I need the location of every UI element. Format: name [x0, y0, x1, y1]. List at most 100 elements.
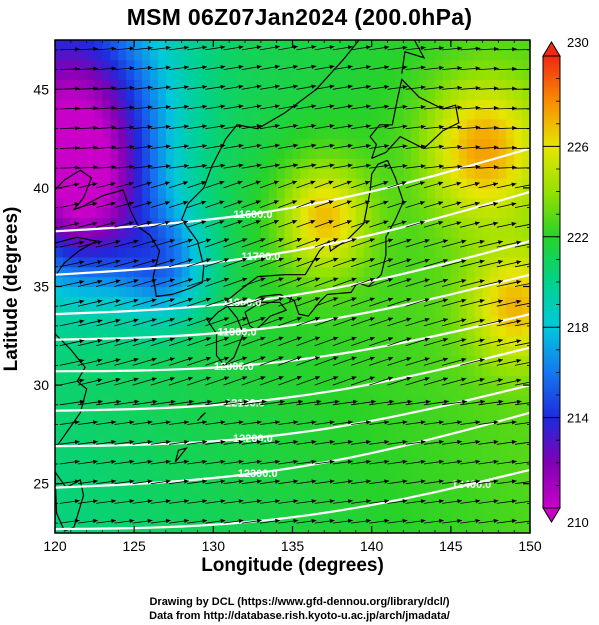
wind-arrowhead: [443, 278, 448, 283]
heat-cell: [268, 148, 278, 159]
heat-cell: [268, 266, 278, 278]
heat-cell: [387, 523, 397, 533]
heat-cell: [450, 217, 460, 228]
heat-cell: [522, 385, 530, 396]
heat-cell: [450, 444, 460, 455]
heat-cell: [268, 187, 278, 199]
heat-cell: [340, 316, 349, 327]
wind-arrowhead: [493, 105, 499, 111]
heat-cell: [237, 256, 246, 268]
wind-arrowhead: [347, 45, 353, 50]
heat-cell: [78, 286, 88, 297]
heat-cell: [237, 355, 246, 366]
heat-cell: [86, 168, 96, 179]
heat-cell: [229, 513, 238, 524]
heat-cell: [340, 355, 349, 366]
wind-vector: [514, 520, 530, 524]
heat-cell: [229, 178, 238, 189]
wind-arrowhead: [116, 399, 121, 405]
heat-cell: [308, 89, 317, 100]
heat-cell: [324, 128, 333, 140]
heat-cell: [276, 69, 286, 81]
heat-cell: [237, 286, 246, 297]
heat-cell: [221, 59, 230, 71]
heat-cell: [442, 79, 452, 90]
wind-arrowhead: [402, 499, 408, 504]
heat-cell: [442, 118, 452, 130]
wind-arrowhead: [296, 316, 302, 321]
heat-cell: [157, 138, 167, 150]
heat-cell: [316, 414, 325, 426]
heat-cell: [490, 79, 499, 90]
heat-cell: [102, 434, 112, 445]
heat-cell: [102, 375, 112, 386]
heat-cell: [411, 158, 420, 169]
wind-arrowhead: [351, 336, 357, 341]
heat-cell: [181, 365, 191, 376]
heat-cell: [102, 247, 112, 258]
heat-cell: [466, 335, 476, 347]
wind-arrowhead: [351, 257, 357, 262]
heat-cell: [458, 227, 468, 238]
heat-cell: [55, 227, 64, 238]
heat-cell: [347, 335, 357, 347]
heat-cell: [276, 266, 286, 278]
heat-cell: [62, 266, 72, 278]
heat-cell: [300, 217, 309, 228]
heat-cell: [197, 394, 207, 406]
heat-cell: [427, 424, 436, 435]
wind-arrowhead: [201, 180, 207, 186]
heat-cell: [94, 118, 104, 130]
wind-arrowhead: [438, 181, 444, 186]
wind-arrowhead: [535, 320, 540, 324]
wind-arrowhead: [384, 144, 390, 149]
wind-arrowhead: [329, 163, 335, 168]
heat-cell: [62, 375, 72, 386]
heat-cell: [221, 444, 230, 455]
wind-arrowhead: [420, 144, 426, 149]
heat-cell: [102, 335, 112, 347]
heat-cell: [55, 444, 64, 455]
heat-cell: [466, 316, 476, 327]
heat-cell: [213, 503, 222, 514]
heat-cell: [157, 40, 167, 51]
heat-cell: [189, 99, 199, 110]
heat-cell: [332, 306, 341, 317]
heat-cell: [157, 296, 167, 307]
heat-cell: [55, 79, 64, 90]
heat-cell: [102, 493, 112, 505]
heat-cell: [332, 227, 341, 238]
heat-cell: [70, 375, 80, 386]
heat-cell: [490, 316, 499, 327]
heat-cell: [284, 89, 294, 100]
wind-arrowhead: [351, 277, 357, 282]
heat-cell: [395, 59, 404, 71]
wind-arrowhead: [202, 420, 207, 425]
heat-cell: [387, 335, 397, 347]
heat-cell: [498, 217, 507, 228]
heat-cell: [221, 40, 230, 51]
credit-data: Data from http://database.rish.kyoto-u.a…: [149, 610, 450, 622]
heat-cell: [173, 483, 183, 495]
wind-arrowhead: [439, 439, 444, 445]
heat-cell: [173, 138, 183, 150]
heat-cell: [379, 365, 389, 376]
heat-cell: [387, 345, 397, 357]
heat-cell: [514, 513, 523, 524]
heat-cell: [371, 404, 381, 416]
heat-cell: [189, 79, 199, 90]
wind-arrowhead: [333, 376, 339, 381]
heat-cell: [181, 247, 191, 258]
heat-cell: [189, 266, 199, 278]
heat-cell: [474, 483, 484, 495]
heat-cell: [62, 493, 72, 505]
heat-cell: [411, 197, 420, 209]
heat-cell: [474, 148, 484, 159]
heat-cell: [458, 493, 468, 505]
heat-cell: [165, 187, 175, 199]
heat-cell: [355, 335, 365, 347]
heat-cell: [347, 40, 357, 51]
heat-cell: [157, 463, 167, 475]
heat-cell: [482, 365, 492, 376]
heat-cell: [118, 256, 127, 268]
